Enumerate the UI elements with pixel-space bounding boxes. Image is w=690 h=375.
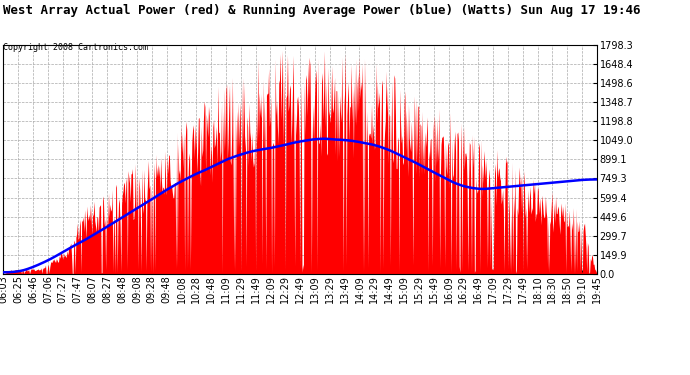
Text: West Array Actual Power (red) & Running Average Power (blue) (Watts) Sun Aug 17 : West Array Actual Power (red) & Running … [3, 4, 641, 17]
Text: Copyright 2008 Cartronics.com: Copyright 2008 Cartronics.com [3, 43, 148, 52]
